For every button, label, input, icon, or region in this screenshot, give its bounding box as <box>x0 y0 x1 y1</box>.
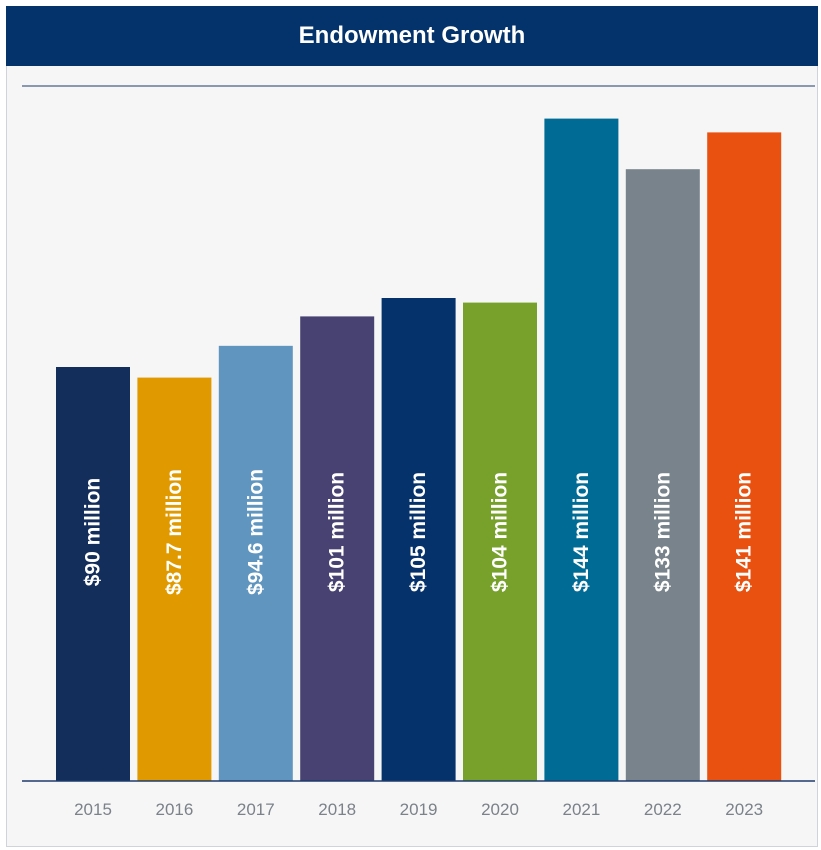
chart-header: Endowment Growth <box>6 6 818 66</box>
bar-2019 <box>381 298 456 781</box>
data-label-2016: $87.7 million <box>163 469 186 595</box>
data-label-2018: $101 million <box>326 472 349 592</box>
data-label-2017: $94.6 million <box>244 469 267 595</box>
bars-group: $90 million $87.7 million $94.6 million $10… <box>56 118 782 782</box>
x-tick-2020: 2020 <box>481 800 519 819</box>
x-tick-2018: 2018 <box>318 800 356 819</box>
x-tick-2023: 2023 <box>725 800 763 819</box>
x-tick-2022: 2022 <box>644 800 682 819</box>
data-label-2019: $105 million <box>407 472 430 592</box>
x-tick-2016: 2016 <box>155 800 193 819</box>
bar-2021 <box>544 118 619 782</box>
data-label-2022: $133 million <box>651 472 674 592</box>
x-tick-2015: 2015 <box>74 800 112 819</box>
bar-2020 <box>463 302 537 781</box>
bar-2015 <box>56 367 130 781</box>
x-tick-2021: 2021 <box>562 800 600 819</box>
bar-2018 <box>300 316 375 781</box>
chart-title: Endowment Growth <box>298 22 526 49</box>
x-tick-2019: 2019 <box>400 800 438 819</box>
x-tick-labels: 2015 2016 2017 2018 2019 2020 2021 2022 2023 <box>74 800 763 819</box>
x-tick-2017: 2017 <box>237 800 275 819</box>
data-label-2020: $104 million <box>489 472 512 592</box>
bar-2023 <box>707 132 782 781</box>
bar-2016 <box>137 377 212 781</box>
data-label-2021: $144 million <box>570 472 593 592</box>
data-label-2023: $141 million <box>733 472 756 592</box>
bar-2017 <box>218 345 293 781</box>
bar-2022 <box>625 169 700 781</box>
data-label-2015: $90 million <box>82 478 105 587</box>
